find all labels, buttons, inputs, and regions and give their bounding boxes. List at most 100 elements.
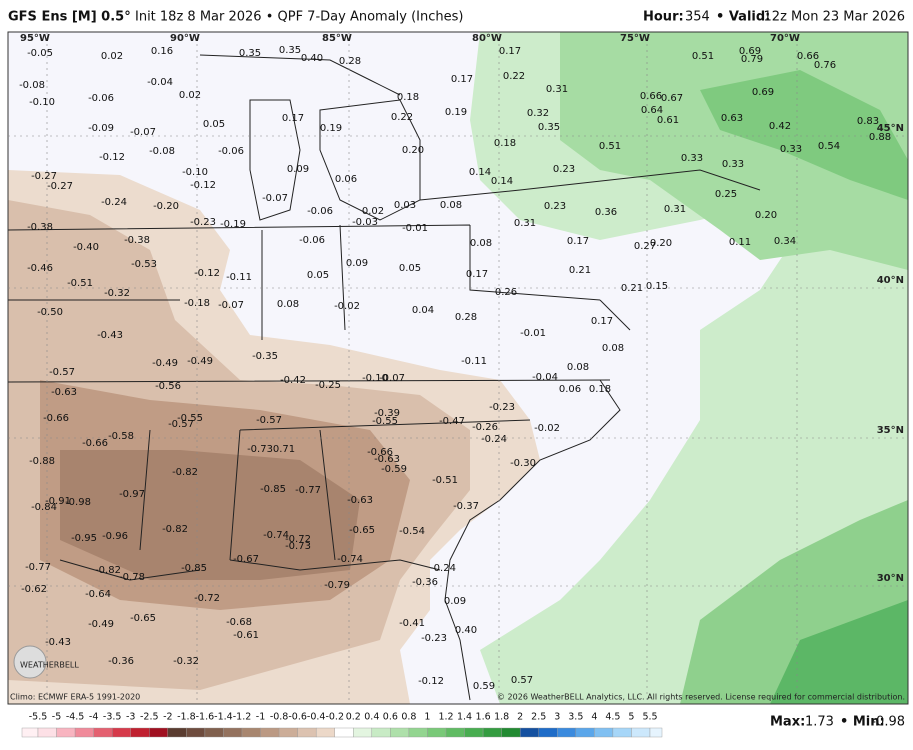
anomaly-label: -0.24 [481, 434, 507, 445]
anomaly-label: -0.62 [21, 584, 47, 595]
anomaly-label: -0.11 [226, 272, 252, 283]
longitude-label: 80°W [472, 33, 502, 44]
scale-label: 0.4 [364, 712, 379, 723]
scale-label: -3 [126, 712, 135, 723]
logo: WEATHERBELL [20, 661, 79, 670]
min-label: • Min: [840, 715, 885, 730]
anomaly-label: 0.64 [641, 105, 663, 116]
anomaly-label: -0.10 [29, 97, 55, 108]
scale-cell [575, 727, 595, 738]
anomaly-label: 0.25 [715, 189, 737, 200]
scale-cell [186, 727, 206, 738]
valid-time: 12z Mon 23 Mar 2026 [764, 10, 905, 25]
anomaly-label: 0.21 [621, 283, 643, 294]
anomaly-label: -0.50 [37, 307, 63, 318]
coastline [59, 379, 621, 701]
anomaly-label: -0.74 [337, 554, 363, 565]
anomaly-label: 0.20 [402, 145, 424, 156]
anomaly-label: -0.73 [247, 444, 273, 455]
latitude-label: 40°N [877, 275, 904, 286]
init-info: Init 18z 8 Mar 2026 • QPF 7-Day Anomaly … [135, 10, 463, 25]
anomaly-label: -0.77 [295, 485, 321, 496]
scale-cell [538, 727, 558, 738]
anomaly-label: -0.07 [218, 300, 244, 311]
scale-cell [631, 727, 651, 738]
longitude-label: 90°W [170, 33, 200, 44]
max-value: 1.73 [805, 715, 834, 730]
anomaly-label: 0.28 [455, 312, 477, 323]
anomaly-label: -0.02 [334, 301, 360, 312]
scale-cell [315, 727, 335, 738]
anomaly-label: -0.63 [51, 387, 77, 398]
anomaly-label: -0.04 [532, 372, 558, 383]
min-value: -0.98 [871, 715, 905, 730]
scale-cell [93, 727, 113, 738]
anomaly-label: 0.35 [239, 48, 261, 59]
anomaly-label: -0.06 [218, 146, 244, 157]
anomaly-label: 0.17 [591, 316, 613, 327]
anomaly-label: -0.88 [29, 456, 55, 467]
anomaly-label: -0.64 [85, 589, 111, 600]
scale-cell [149, 727, 169, 738]
scale-cell [241, 727, 261, 738]
anomaly-label: -0.68 [226, 617, 252, 628]
scale-cell [482, 727, 502, 738]
scale-cell [56, 727, 76, 738]
scale-cell [111, 727, 131, 738]
anomaly-label: -0.32 [173, 656, 199, 667]
anomaly-label: 0.69 [739, 46, 761, 57]
anomaly-label: -0.01 [402, 223, 428, 234]
anomaly-label: -0.53 [131, 259, 157, 270]
anomaly-label: 0.28 [339, 56, 361, 67]
anomaly-label: -0.54 [399, 526, 425, 537]
anomaly-label: 0.09 [346, 258, 368, 269]
anomaly-label: 0.31 [546, 84, 568, 95]
anomaly-label: -0.23 [421, 633, 447, 644]
scale-cell [594, 727, 614, 738]
anomaly-label: 0.18 [494, 138, 516, 149]
anomaly-label: -0.43 [97, 330, 123, 341]
anomaly-label: 0.71 [273, 444, 295, 455]
anomaly-label: 0.17 [567, 236, 589, 247]
anomaly-label: -0.25 [315, 380, 341, 391]
wet-area-dark [700, 70, 908, 200]
anomaly-label: -0.46 [27, 263, 53, 274]
anomaly-label: -0.57 [168, 419, 194, 430]
anomaly-label: -0.49 [88, 619, 114, 630]
anomaly-label: -0.02 [534, 423, 560, 434]
climo-note: Climo: ECMWF ERA-5 1991-2020 [10, 693, 140, 702]
scale-cell [167, 727, 187, 738]
anomaly-label: 0.19 [320, 123, 342, 134]
anomaly-label: 0.67 [661, 93, 683, 104]
anomaly-label: -0.72 [285, 534, 311, 545]
anomaly-label: 0.63 [721, 113, 743, 124]
anomaly-label: 0.20 [650, 238, 672, 249]
anomaly-label: 0.08 [440, 200, 462, 211]
anomaly-label: 0.15 [646, 281, 668, 292]
anomaly-label: -0.63 [374, 454, 400, 465]
anomaly-label: -0.12 [190, 180, 216, 191]
latitude-label: 30°N [877, 573, 904, 584]
anomaly-label: -0.82 [162, 524, 188, 535]
scale-label: 2.5 [531, 712, 546, 723]
anomaly-label: -0.05 [27, 48, 53, 59]
anomaly-label: -0.30 [510, 458, 536, 469]
anomaly-label: 0.05 [399, 263, 421, 274]
scale-cell [612, 727, 632, 738]
anomaly-label: 0.19 [445, 107, 467, 118]
anomaly-label: -0.10 [362, 373, 388, 384]
longitude-label: 95°W [20, 33, 50, 44]
scale-label: 5.5 [642, 712, 657, 723]
scale-label: -1 [256, 712, 265, 723]
anomaly-label: -0.32 [104, 288, 130, 299]
map-frame [7, 31, 909, 705]
scale-cell [371, 727, 391, 738]
anomaly-label: 0.21 [569, 265, 591, 276]
scale-label: -5 [52, 712, 61, 723]
scale-label: 1.8 [494, 712, 509, 723]
anomaly-label: 0.76 [814, 60, 836, 71]
scale-label: -0.2 [325, 712, 344, 723]
scale-cell [519, 727, 539, 738]
anomaly-label: -0.95 [71, 533, 97, 544]
anomaly-label: -0.04 [147, 77, 173, 88]
